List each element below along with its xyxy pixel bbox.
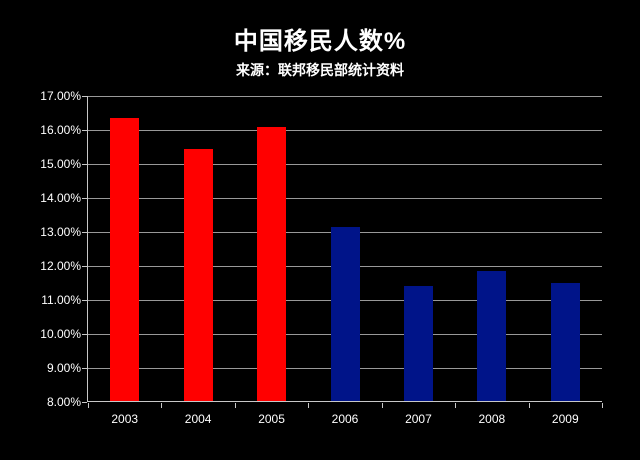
- y-axis-tick: [82, 266, 87, 267]
- y-axis-tick: [82, 402, 87, 403]
- x-axis-tick: [528, 403, 530, 408]
- y-axis-tick: [82, 164, 87, 165]
- y-axis-label: 11.00%: [41, 293, 81, 307]
- x-axis-tick: [381, 403, 383, 408]
- chart-title: 中国移民人数%: [233, 28, 407, 55]
- bar-2004: [183, 148, 213, 401]
- bar-2008: [477, 271, 507, 401]
- chart-subtitle: 来源：联邦移民部统计资料: [236, 62, 404, 78]
- y-axis-label: 14.00%: [40, 191, 81, 205]
- y-axis-label: 10.00%: [40, 327, 81, 341]
- y-axis-line: [87, 96, 88, 402]
- y-axis-label: 12.00%: [40, 259, 81, 273]
- y-axis-label: 16.00%: [40, 123, 81, 137]
- y-axis-tick: [82, 96, 87, 97]
- y-axis-label: 17.00%: [40, 89, 81, 103]
- y-axis-tick: [82, 300, 87, 301]
- y-axis-tick: [82, 368, 87, 369]
- gridline: [88, 130, 602, 131]
- plot-area: 2003 2004 2005 2006 2007 2008 2009: [82, 96, 603, 426]
- x-axis-label: 2009: [551, 412, 579, 426]
- y-axis-label: 8.00%: [46, 395, 81, 409]
- x-axis-tick: [161, 403, 163, 408]
- y-axis-tick: [82, 198, 87, 199]
- gridline: [88, 96, 602, 97]
- x-axis-tick: [88, 403, 89, 408]
- y-axis-label: 15.00%: [40, 157, 81, 171]
- y-axis-label: 13.00%: [40, 225, 81, 239]
- gridline: [88, 198, 602, 199]
- gridline: [88, 164, 602, 165]
- y-axis-tick: [82, 334, 87, 335]
- x-axis-tick: [455, 403, 457, 408]
- y-axis-tick: [82, 232, 87, 233]
- x-axis-label: 2008: [478, 412, 506, 426]
- bar-2006: [330, 226, 360, 401]
- bar-2007: [403, 286, 433, 401]
- x-axis-tick: [234, 403, 236, 408]
- y-axis-label: 9.00%: [46, 361, 81, 375]
- x-axis-label: 2006: [331, 412, 359, 426]
- bar-2005: [257, 126, 287, 401]
- x-axis-tick: [308, 403, 310, 408]
- x-axis-tick: [602, 403, 603, 408]
- x-axis-label: 2003: [111, 412, 139, 426]
- bar-2003: [110, 118, 140, 401]
- y-axis-tick: [82, 130, 87, 131]
- x-axis-label: 2005: [258, 412, 285, 426]
- x-axis-line: [88, 401, 602, 402]
- x-axis-label: 2007: [405, 412, 432, 426]
- bar-2009: [550, 283, 580, 401]
- x-axis-label: 2004: [184, 412, 212, 426]
